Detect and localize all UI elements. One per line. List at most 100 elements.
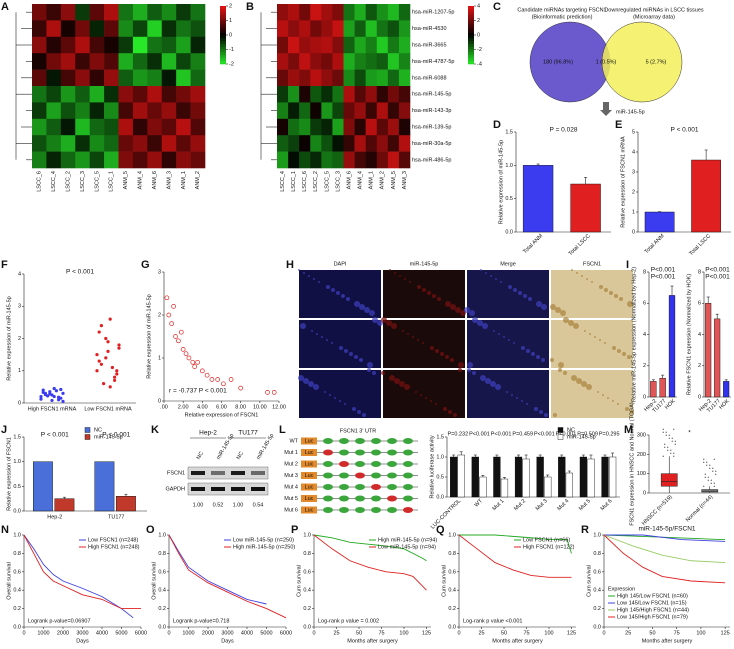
legend-title: Expression	[608, 586, 635, 592]
heatmap-cell	[277, 118, 289, 136]
micrograph-texture	[354, 301, 360, 307]
construct-label: Mut 4	[284, 484, 298, 490]
micrograph-texture	[311, 330, 313, 332]
point	[52, 394, 56, 399]
outlier-dot	[710, 479, 712, 481]
p-value: P<0.001	[556, 431, 577, 437]
x-tick-label: WT	[474, 498, 485, 509]
construct-label: Mut 1	[284, 450, 298, 456]
heatmap-cell	[46, 36, 62, 54]
heatmap-cell	[89, 36, 105, 54]
legend-label: Low 145/Low FSCN1 (n=15)	[617, 600, 687, 606]
micrograph-texture	[617, 349, 621, 353]
heatmap-cell	[277, 86, 289, 103]
y-axis-label: Relative FSCN1 expression (Normalized by…	[686, 274, 692, 396]
micrograph-texture	[485, 272, 487, 274]
x-tick-label: 10.00	[253, 404, 267, 410]
y-axis-label: Relative expression of miR-145-5p	[146, 294, 152, 378]
heatmap-cell	[376, 69, 389, 87]
band	[231, 487, 245, 491]
heatmap-cell	[288, 102, 300, 120]
annotation: Log-rank p value = 0.002	[318, 618, 379, 624]
column-label: LSCC_6	[37, 171, 43, 192]
luc-box	[301, 495, 317, 502]
venn-count: 180 (96.8%)	[543, 59, 573, 65]
outlier-dot	[709, 464, 711, 466]
micrograph-texture	[422, 288, 426, 292]
binding-site	[371, 461, 381, 467]
y-tick-label: 0.2	[593, 606, 601, 612]
point	[106, 340, 110, 344]
heatmap-cell	[104, 102, 119, 120]
micrograph-texture	[498, 333, 500, 335]
heatmap-cell	[398, 36, 411, 54]
heatmap-cell	[190, 118, 206, 136]
heatmap-cell	[89, 151, 105, 169]
y-tick-label: 1.0	[593, 532, 601, 538]
micrograph-texture	[518, 291, 522, 295]
micrograph-texture	[399, 381, 405, 387]
heatmap-cell	[104, 53, 119, 70]
y-tick-label: 5	[632, 129, 635, 135]
point	[221, 381, 226, 387]
point	[204, 372, 210, 378]
micrograph-texture	[528, 297, 532, 301]
micrograph-texture	[495, 278, 497, 280]
annotation: P < 0.001	[102, 432, 130, 439]
x-tick-label: 4000	[241, 630, 253, 636]
micrograph-texture	[443, 407, 447, 411]
heatmap-cell	[147, 36, 163, 54]
heatmap-cell	[176, 36, 191, 54]
heatmap-cell	[354, 118, 366, 136]
heatmap-cell	[118, 4, 134, 21]
binding-site	[387, 495, 397, 502]
micrograph-texture	[571, 269, 573, 271]
micrograph-texture	[555, 307, 561, 313]
outlier-dot	[673, 428, 675, 430]
heatmap-cell	[104, 69, 119, 87]
heatmap-cell	[75, 102, 90, 120]
micrograph-texture	[521, 346, 525, 350]
micrograph-texture	[300, 323, 306, 329]
heatmap-cell	[104, 118, 119, 136]
micrograph-texture	[521, 400, 523, 402]
heatmap-cell	[89, 135, 105, 152]
legend-swatch	[84, 434, 91, 440]
point	[228, 377, 234, 382]
heatmap-cell	[132, 69, 148, 87]
x-tick-label: High FSCN1 mRNA	[28, 406, 77, 412]
column-label: LSCC_2	[65, 171, 71, 192]
colorbar	[220, 37, 226, 42]
heatmap-cell	[75, 86, 90, 103]
micrograph-texture	[619, 297, 623, 301]
x-tick-label: 100	[399, 630, 408, 636]
lane-label: miR-145-5p	[256, 433, 276, 461]
arrow	[603, 102, 609, 110]
binding-site	[403, 472, 413, 479]
point	[195, 359, 200, 365]
band-value: 1.00	[193, 502, 204, 508]
heatmap-cell	[288, 86, 300, 103]
heatmap-cell	[132, 135, 148, 152]
heatmap-cell	[288, 135, 300, 152]
heatmap-cell	[46, 135, 62, 152]
heatmap-cell	[176, 151, 191, 169]
x-tick-label: 4.00	[197, 404, 208, 410]
colorbar	[468, 40, 474, 44]
column-label: Merge	[500, 261, 516, 267]
outlier-dot	[662, 455, 664, 457]
heatmap-cell	[176, 135, 191, 152]
binding-site	[355, 507, 365, 513]
heatmap-cell	[398, 86, 411, 103]
heatmap-cell	[89, 69, 105, 87]
micrograph-texture	[341, 294, 345, 298]
binding-site	[387, 438, 397, 444]
micrograph-texture	[440, 352, 444, 356]
micrograph-texture	[573, 323, 579, 329]
binding-site	[403, 507, 413, 513]
point	[238, 385, 244, 391]
micrograph-texture	[563, 317, 569, 323]
heatmap-cell	[75, 69, 90, 87]
heatmap-cell	[376, 102, 389, 120]
heatmap-cell	[387, 135, 400, 152]
